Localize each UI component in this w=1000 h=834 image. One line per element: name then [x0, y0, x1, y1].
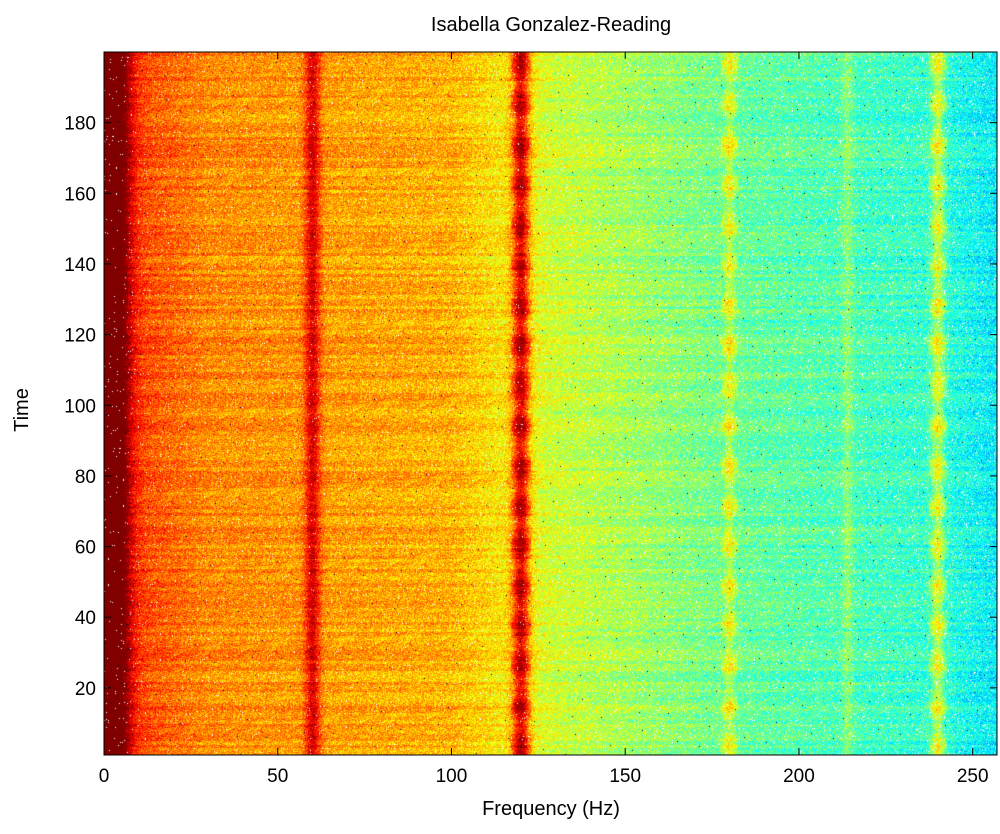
y-tick-label: 180 — [64, 114, 96, 135]
x-tick-label: 200 — [783, 766, 815, 787]
y-tick-label: 120 — [64, 326, 96, 347]
x-tick-label: 100 — [436, 766, 468, 787]
heatmap-canvas-holder — [104, 52, 997, 755]
x-tick-label: 50 — [267, 766, 288, 787]
y-tick-label: 160 — [64, 184, 96, 205]
y-axis-title: Time — [11, 388, 33, 432]
x-tick-label: 150 — [609, 766, 641, 787]
y-axis: 20 40 60 80 100 120 140 160 180 — [64, 114, 997, 700]
y-tick-label: 80 — [75, 467, 96, 488]
y-tick-label: 60 — [75, 538, 96, 559]
y-tick-label: 40 — [75, 608, 96, 629]
chart-title: Isabella Gonzalez-Reading — [431, 14, 671, 36]
x-axis: 0 50 100 150 200 250 — [99, 52, 989, 787]
x-tick-label: 250 — [957, 766, 989, 787]
y-tick-label: 100 — [64, 396, 96, 417]
plot-frame — [103, 51, 998, 756]
y-tick-label: 140 — [64, 255, 96, 276]
y-tick-label: 20 — [75, 679, 96, 700]
spectrogram-heatmap — [104, 52, 997, 755]
x-tick-label: 0 — [99, 766, 110, 787]
x-axis-title: Frequency (Hz) — [482, 798, 620, 820]
plot-area — [103, 51, 998, 756]
